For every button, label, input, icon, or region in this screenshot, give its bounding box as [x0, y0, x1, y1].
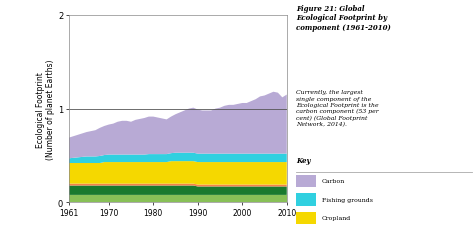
Text: Carbon: Carbon — [322, 179, 345, 184]
Text: Cropland: Cropland — [322, 216, 351, 220]
Text: Key: Key — [296, 156, 311, 164]
Text: Currently, the largest
single component of the
Ecological Footprint is the
carbo: Currently, the largest single component … — [296, 90, 379, 127]
Text: Figure 21: Global
Ecological Footprint by
component (1961-2010): Figure 21: Global Ecological Footprint b… — [296, 4, 391, 32]
Y-axis label: Ecological Footprint
(Number of planet Earths): Ecological Footprint (Number of planet E… — [36, 59, 55, 159]
Text: Fishing grounds: Fishing grounds — [322, 197, 373, 202]
